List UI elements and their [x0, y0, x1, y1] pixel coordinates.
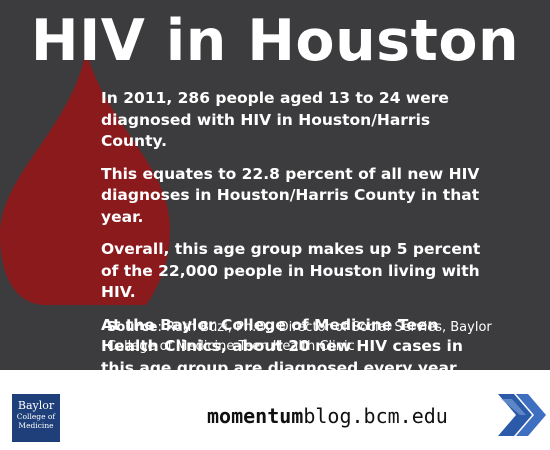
logo-line-2: College of [16, 412, 56, 421]
logo-line-1: Baylor [17, 399, 55, 412]
blood-drop-shape [0, 52, 170, 305]
blood-drop-icon [0, 52, 170, 305]
fact-paragraph: This equates to 22.8 percent of all new … [101, 164, 480, 226]
fact-paragraph: At the Baylor College of Medicine Teen H… [101, 315, 463, 371]
page-title: HIV in Houston [30, 8, 520, 74]
facts-list: In 2011, 286 people aged 13 to 24 were d… [101, 88, 501, 370]
footer: Baylor College of Medicine momentumblog.… [0, 370, 550, 450]
source-text: : Ruth Buzi, Ph.D., Director of Social S… [107, 320, 492, 354]
site-domain: blog.bcm.edu [303, 404, 448, 428]
logo-line-3: Medicine [18, 421, 54, 430]
fact-paragraph: Overall, this age group makes up 5 perce… [101, 240, 481, 301]
baylor-logo[interactable]: Baylor College of Medicine [12, 394, 60, 442]
source-label: Source [107, 320, 158, 335]
infographic-panel: HIV in Houston In 2011, 286 people aged … [0, 0, 550, 370]
site-url-link[interactable]: momentumblog.bcm.edu [207, 402, 448, 430]
source-credit: Source: Ruth Buzi, Ph.D., Director of So… [107, 318, 527, 356]
site-name-bold: momentum [207, 404, 304, 428]
fact-paragraph: In 2011, 286 people aged 13 to 24 were d… [101, 89, 449, 150]
double-chevron-icon [498, 394, 546, 436]
